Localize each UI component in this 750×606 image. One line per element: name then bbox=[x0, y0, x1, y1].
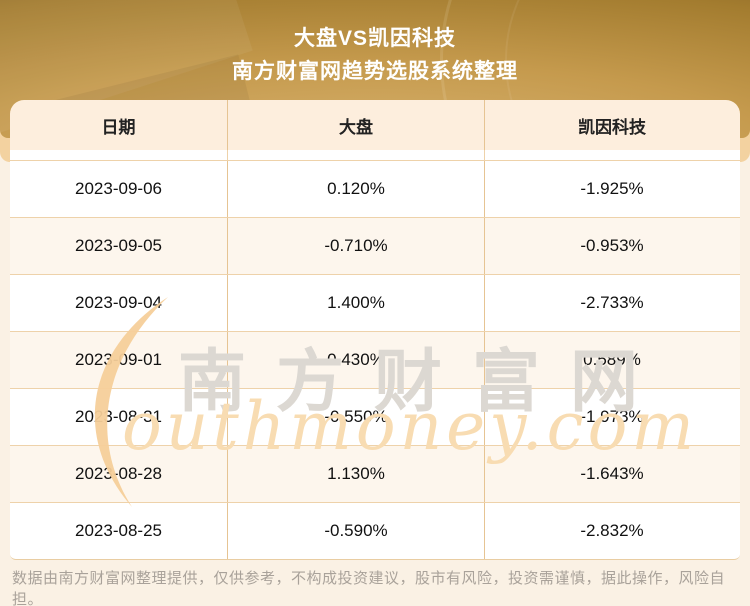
cell-stock: 0.589% bbox=[583, 350, 641, 369]
cell-market: 0.430% bbox=[228, 332, 485, 388]
cell-market: 1.130% bbox=[228, 446, 485, 502]
cell-market: -0.550% bbox=[228, 389, 485, 445]
cell-date: 2023-08-31 bbox=[10, 389, 228, 445]
cell-stock: -2.832% bbox=[580, 521, 644, 540]
page-title: 大盘VS凯因科技 bbox=[293, 27, 456, 50]
table-row: 2023-09-05 -0.710% -0.953% bbox=[10, 217, 740, 274]
table-row: 2023-08-28 1.130% -1.643% bbox=[10, 445, 740, 502]
fuel-gauge-ring-icon bbox=[505, 0, 750, 138]
table-row: 2023-09-06 0.120% -1.925% bbox=[10, 160, 740, 217]
table-body: 2023-09-06 0.120% -1.925% 2023-09-05 -0.… bbox=[10, 160, 740, 560]
cell-market: -0.710% bbox=[228, 218, 485, 274]
table-header-row: 日期 大盘 凯因科技 bbox=[10, 100, 740, 150]
cell-date: 2023-08-28 bbox=[10, 446, 228, 502]
cell-market: -0.590% bbox=[228, 503, 485, 559]
cell-stock: -2.733% bbox=[580, 293, 644, 312]
column-header-stock: 凯因科技 bbox=[578, 117, 646, 137]
disclaimer-text: 数据由南方财富网整理提供，仅供参考，不构成投资建议，股市有风险，投资需谨慎，据此… bbox=[12, 570, 726, 606]
comparison-table: 日期 大盘 凯因科技 2023-09-06 0.120% -1.925% 202… bbox=[10, 100, 740, 560]
cell-stock: -0.953% bbox=[580, 236, 644, 255]
table-row: 2023-09-04 1.400% -2.733% bbox=[10, 274, 740, 331]
gap-cell bbox=[10, 150, 228, 160]
cell-market: 0.120% bbox=[228, 161, 485, 217]
table-header-gap bbox=[10, 150, 740, 160]
table-row: 2023-09-01 0.430% 0.589% bbox=[10, 331, 740, 388]
cell-stock: -1.643% bbox=[580, 464, 644, 483]
cell-stock: -1.973% bbox=[580, 407, 644, 426]
cell-date: 2023-09-05 bbox=[10, 218, 228, 274]
column-header-market: 大盘 bbox=[228, 100, 485, 150]
cell-market: 1.400% bbox=[228, 275, 485, 331]
cell-date: 2023-09-06 bbox=[10, 161, 228, 217]
cell-date: 2023-08-25 bbox=[10, 503, 228, 559]
table-row: 2023-08-25 -0.590% -2.832% bbox=[10, 502, 740, 559]
column-header-date: 日期 bbox=[10, 100, 228, 150]
gap-cell bbox=[485, 150, 739, 160]
cell-date: 2023-09-01 bbox=[10, 332, 228, 388]
cell-date: 2023-09-04 bbox=[10, 275, 228, 331]
cell-stock: -1.925% bbox=[580, 179, 644, 198]
page-subtitle: 南方财富网趋势选股系统整理 bbox=[232, 60, 518, 83]
gap-cell bbox=[228, 150, 485, 160]
fuel-gauge-ring-icon bbox=[440, 0, 750, 138]
table-row: 2023-08-31 -0.550% -1.973% bbox=[10, 388, 740, 445]
